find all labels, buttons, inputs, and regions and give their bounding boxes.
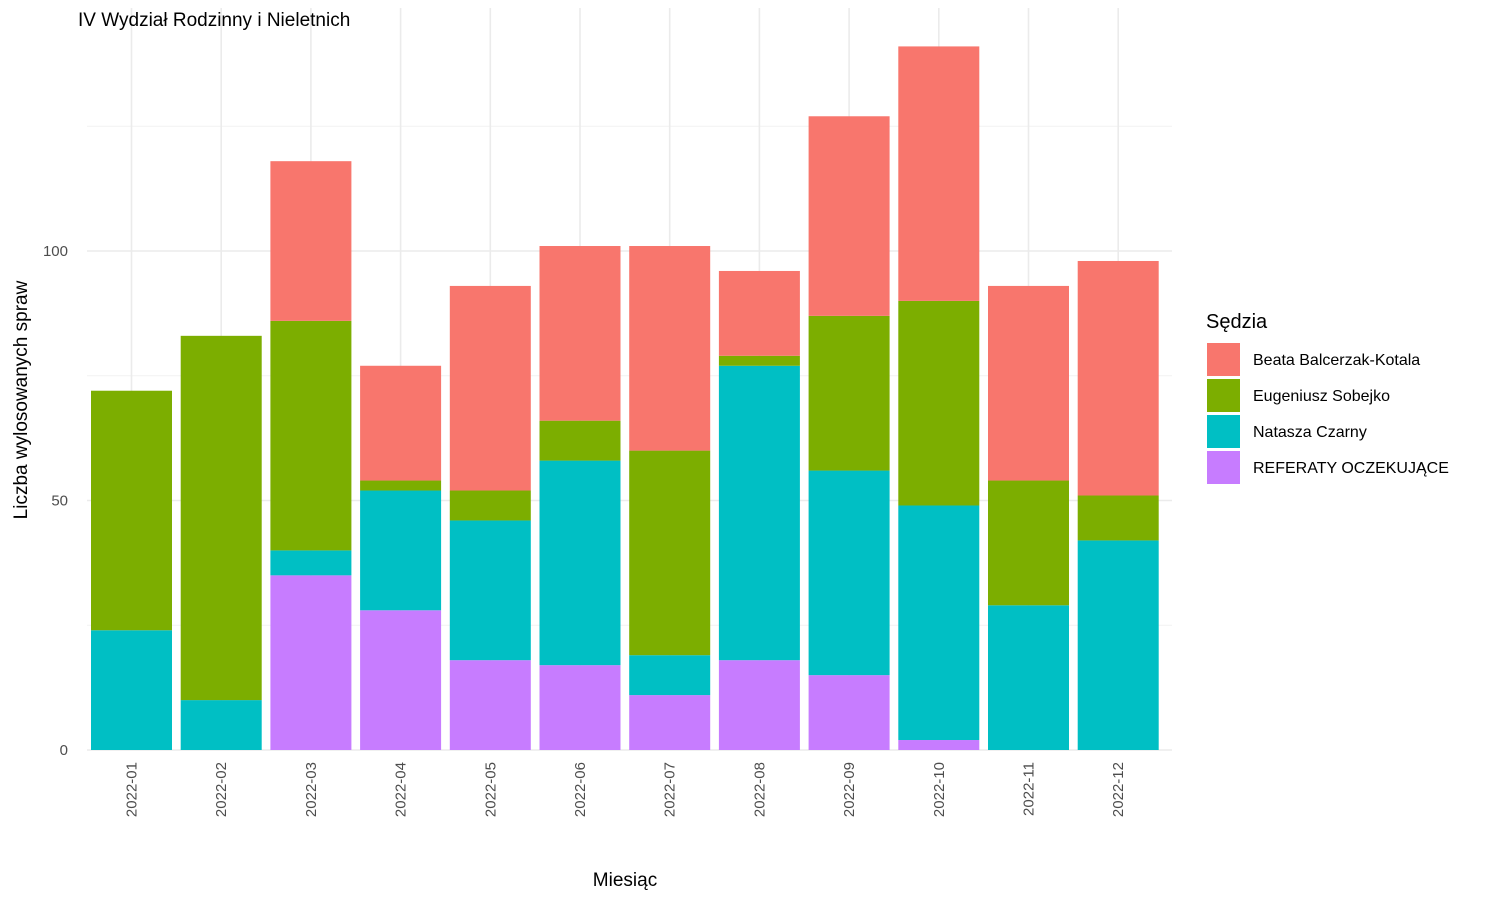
legend-label: REFERATY OCZEKUJĄCE (1253, 460, 1449, 477)
bar-segment (898, 300, 980, 506)
legend-label: Eugeniusz Sobejko (1253, 388, 1390, 405)
bar-segment (91, 630, 172, 750)
bar-segment (808, 470, 890, 676)
x-tick-label: 2022-03 (303, 762, 320, 817)
bar-segment (808, 315, 890, 471)
legend-label: Beata Balcerzak-Kotala (1253, 352, 1420, 369)
y-tick-label: 0 (60, 742, 68, 759)
bar-segment (539, 460, 621, 666)
bar-segment (718, 365, 800, 661)
bar-segment (91, 390, 172, 631)
x-tick-label: 2022-09 (841, 762, 858, 817)
bar-segment (539, 420, 621, 461)
legend-label: Natasza Czarny (1253, 424, 1367, 441)
y-axis-title: Liczba wylosowanych spraw (11, 280, 32, 519)
bar-segment (539, 665, 621, 750)
legend-title: Sędzia (1206, 311, 1268, 333)
bar-segment (629, 695, 711, 750)
bar-segment (898, 46, 980, 301)
bar-segment (1077, 495, 1159, 541)
bar-segment (539, 246, 621, 421)
bar-segment (449, 285, 531, 491)
bar-segment (449, 660, 531, 750)
bar-segment (180, 335, 262, 701)
legend-key (1207, 379, 1240, 412)
bar-segment (629, 655, 711, 696)
x-tick-label: 2022-01 (124, 762, 141, 817)
bars (91, 46, 1159, 750)
bar-segment (629, 246, 711, 451)
bar-segment (718, 270, 800, 356)
bar-segment (449, 520, 531, 661)
bar-segment (1077, 540, 1159, 750)
x-tick-labels: 2022-01 2022-02 2022-03 2022-04 2022-05 2022-… (124, 762, 1128, 817)
bar-segment (270, 550, 352, 576)
bar-segment (449, 490, 531, 521)
x-tick-label: 2022-02 (213, 762, 230, 817)
bar-segment (270, 575, 352, 750)
bar-segment (360, 610, 442, 750)
x-tick-label: 2022-11 (1021, 762, 1038, 816)
bar-segment (808, 675, 890, 750)
bar-segment (988, 480, 1069, 606)
bar-segment (180, 700, 262, 750)
y-tick-labels: 0 50 100 (43, 243, 68, 759)
x-axis-title: Miesiąc (593, 870, 657, 891)
bar-segment (718, 660, 800, 750)
y-tick-label: 100 (43, 243, 68, 260)
bar-segment (808, 116, 890, 316)
bar-segment (360, 480, 442, 491)
x-tick-label: 2022-08 (751, 762, 768, 817)
x-tick-label: 2022-07 (662, 762, 679, 817)
chart-title: IV Wydział Rodzinny i Nieletnich (78, 10, 350, 31)
y-tick-label: 50 (51, 493, 68, 510)
bar-segment (988, 285, 1069, 481)
x-tick-label: 2022-04 (393, 762, 410, 817)
legend-key (1207, 451, 1240, 484)
bar-segment (360, 490, 442, 611)
legend: Sędzia Beata Balcerzak-Kotala Eugeniusz S… (1206, 311, 1449, 484)
legend-key (1207, 415, 1240, 448)
bar-segment (988, 605, 1069, 750)
x-tick-label: 2022-06 (572, 762, 589, 817)
bar-segment (270, 161, 352, 321)
bar-segment (270, 320, 352, 551)
bar-segment (898, 505, 980, 741)
legend-key (1207, 343, 1240, 376)
bar-segment (1077, 260, 1159, 496)
bar-segment (718, 355, 800, 366)
x-tick-label: 2022-05 (482, 762, 499, 817)
x-tick-label: 2022-12 (1110, 762, 1127, 817)
bar-segment (629, 450, 711, 656)
x-tick-label: 2022-10 (931, 762, 948, 817)
bar-segment (898, 740, 980, 750)
bar-segment (360, 365, 442, 481)
